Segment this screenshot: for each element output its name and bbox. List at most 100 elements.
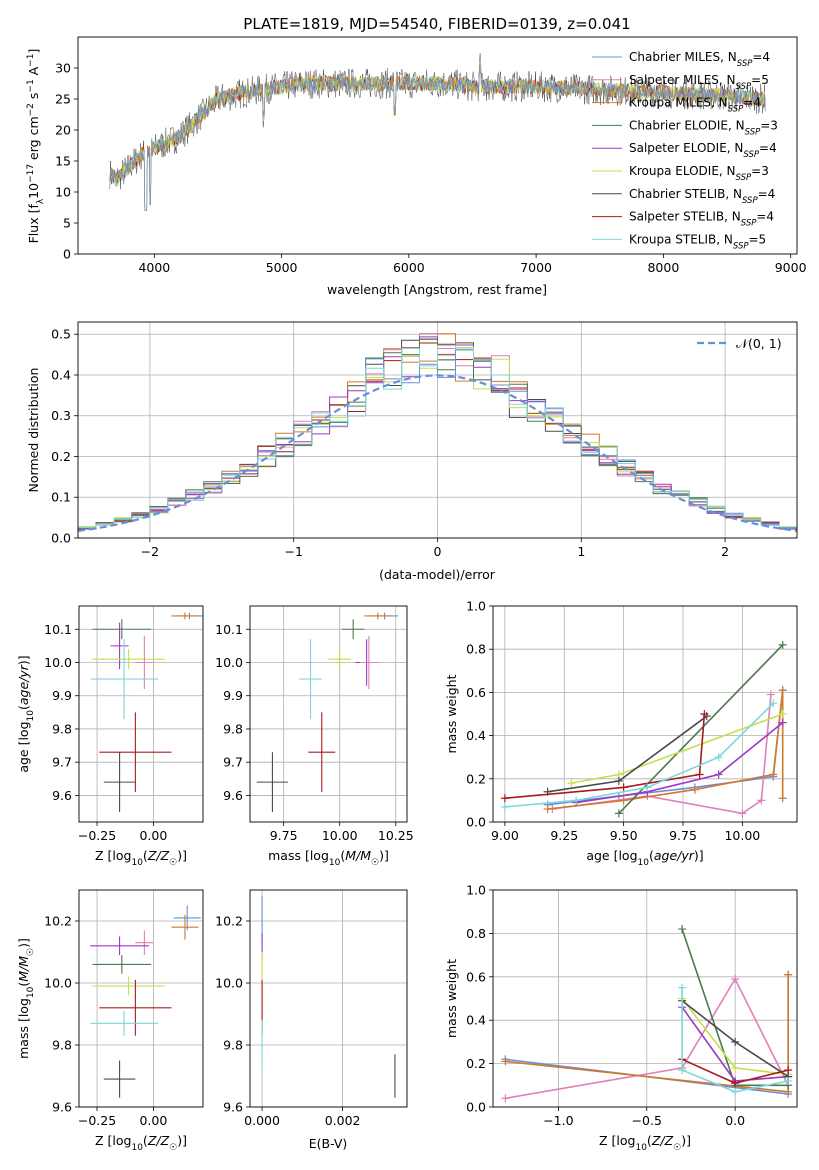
plot-area <box>256 612 399 813</box>
y-tick-label: 1.0 <box>466 599 486 614</box>
y-tick-label: 10 <box>55 185 71 200</box>
spectrum-chabrier_miles <box>109 65 766 211</box>
axes-frame <box>78 605 204 823</box>
x-tick-label: 9000 <box>775 260 807 275</box>
x-tick-label: 5000 <box>266 260 298 275</box>
series-kroupa_stelib <box>681 987 789 1093</box>
x-tick-label: 1 <box>577 544 585 559</box>
x-tick-label: 7000 <box>520 260 552 275</box>
y-tick-label: 10.0 <box>44 976 72 991</box>
legend-label: Salpeter ELODIE, NSSP=4 <box>629 141 777 160</box>
x-axis-label: (data-model)/error <box>379 567 496 582</box>
marker-kroupa_miles <box>778 686 787 695</box>
x-tick-label: 0.00 <box>139 828 167 843</box>
axes-age_vs_z: −0.25 0.00 9.6 9.7 9.8 9.9 10.0 10.1 Z [log10(Z/… <box>16 605 204 868</box>
x-tick-label: 10.25 <box>378 828 414 843</box>
x-tick-label: 0.0 <box>725 1113 745 1128</box>
marker-salpeter_miles <box>766 690 775 699</box>
plot-area <box>500 640 787 818</box>
legend-label: 𝒩(0, 1) <box>736 336 782 351</box>
series-chabrier_elodie <box>618 644 784 814</box>
marker-kroupa_miles <box>619 796 628 805</box>
axes-frame <box>78 889 204 1108</box>
y-axis-label: Flux [fλ10−17 erg cm−2 s−1 A−1] <box>26 49 46 244</box>
y-tick-label: 9.9 <box>52 688 72 703</box>
y-tick-label: 9.8 <box>223 721 243 736</box>
x-tick-label: −0.25 <box>78 1113 116 1128</box>
plot-area <box>77 333 798 538</box>
series-salpeter_miles <box>552 694 772 815</box>
axes-frame <box>492 889 798 1108</box>
marker-salpeter_miles <box>738 809 747 818</box>
marker-kroupa_stelib <box>678 1066 687 1075</box>
marker-salpeter_miles <box>501 1094 510 1103</box>
plot-area <box>109 53 766 211</box>
plot-area <box>501 925 793 1103</box>
x-axis-label: age [log10(age/yr)] <box>586 848 703 868</box>
y-tick-label: 10.2 <box>44 914 72 929</box>
y-tick-label: 0.6 <box>466 969 486 984</box>
y-tick-label: 0.0 <box>51 531 71 546</box>
legend-label: Chabrier MILES, NSSP=4 <box>629 50 770 69</box>
x-tick-label: 9.50 <box>610 828 638 843</box>
y-tick-label: 0.2 <box>51 449 71 464</box>
spectrum-kroupa_elodie <box>109 61 766 211</box>
plot-area <box>90 905 201 1098</box>
axes-frame <box>77 36 798 255</box>
y-tick-label: 9.7 <box>223 755 243 770</box>
y-tick-label: 1.0 <box>466 883 486 898</box>
y-axis-label: Normed distribution <box>26 368 41 493</box>
y-tick-label: 9.6 <box>52 1100 72 1115</box>
marker-salpeter_stelib <box>731 1079 740 1088</box>
spectrum-salpeter_stelib <box>109 61 766 211</box>
marker-chabrier_elodie <box>614 809 623 818</box>
x-tick-label: −0.5 <box>632 1113 662 1128</box>
x-tick-label: −0.25 <box>78 828 116 843</box>
x-tick-label: 4000 <box>138 260 170 275</box>
x-tick-label: 0.000 <box>244 1113 280 1128</box>
x-tick-label: 9.75 <box>669 828 697 843</box>
y-tick-label: 0.4 <box>466 1013 486 1028</box>
x-tick-label: 8000 <box>647 260 679 275</box>
marker-salpeter_stelib <box>784 1066 793 1075</box>
marker-kroupa_stelib <box>714 753 723 762</box>
y-tick-label: 9.9 <box>223 688 243 703</box>
axes-frame <box>492 605 798 823</box>
x-axis-label: wavelength [Angstrom, rest frame] <box>327 282 547 297</box>
marker-kroupa_stelib <box>784 1076 793 1085</box>
legend-label: Salpeter MILES, NSSP=5 <box>629 73 769 92</box>
y-axis-label: mass weight <box>444 959 459 1038</box>
marker-salpeter_stelib <box>619 783 628 792</box>
marker-kroupa_miles <box>690 785 699 794</box>
y-tick-label: 25 <box>55 92 71 107</box>
y-tick-label: 10.2 <box>215 914 243 929</box>
y-tick-label: 9.8 <box>52 721 72 736</box>
marker-kroupa_miles <box>769 770 778 779</box>
legend-label: Chabrier STELIB, NSSP=4 <box>629 187 775 206</box>
x-tick-label: 6000 <box>393 260 425 275</box>
marker-kroupa_miles <box>778 794 787 803</box>
axes-residuals: −2 −1 0 1 2 0.0 0.1 0.2 0.3 0.4 0.5 𝒩(0, 1) (data-mo… <box>26 321 798 582</box>
marker-kroupa_miles <box>501 1057 510 1066</box>
legend-label: Chabrier ELODIE, NSSP=3 <box>629 118 778 137</box>
axes-weight_vs_z: −1.0 −0.5 0.0 0.0 0.2 0.4 0.6 0.8 1.0 Z [log10(Z/… <box>444 883 798 1153</box>
axes-weight_vs_age: 9.00 9.25 9.50 9.75 10.00 0.0 0.2 0.4 0.6 0.8 1.0 a… <box>444 599 798 868</box>
y-tick-label: 5 <box>63 216 71 231</box>
marker-salpeter_stelib <box>700 710 709 718</box>
x-tick-label: 0.002 <box>325 1113 361 1128</box>
y-tick-label: 10.1 <box>44 622 72 637</box>
axes-spectrum: 4000 5000 6000 7000 8000 9000 0 5 10 15 20 25 30 Chab… <box>26 36 807 297</box>
y-tick-label: 0.3 <box>51 408 71 423</box>
axes-frame <box>249 605 408 823</box>
y-tick-label: 10.0 <box>215 655 243 670</box>
marker-kroupa_stelib <box>500 802 509 811</box>
hist-salpeter_elodie <box>77 336 797 538</box>
x-tick-label: 9.75 <box>270 828 298 843</box>
axes-age_vs_mass: 9.75 10.00 10.25 9.6 9.7 9.8 9.9 10.0 10.1 mass [… <box>215 605 414 868</box>
x-tick-label: −1 <box>284 544 302 559</box>
hist-kroupa_stelib <box>77 345 797 538</box>
marker-salpeter_elodie <box>778 718 787 727</box>
y-tick-label: 30 <box>55 61 71 76</box>
y-tick-label: 0.5 <box>51 327 71 342</box>
